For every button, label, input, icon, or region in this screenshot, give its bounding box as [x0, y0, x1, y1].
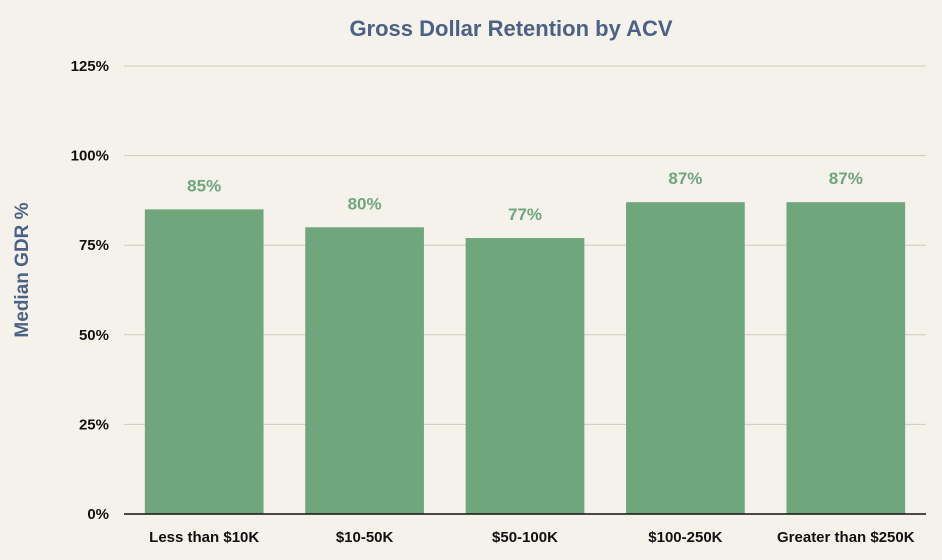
bars [144, 202, 906, 515]
y-tick-label: 50% [79, 327, 109, 344]
x-axis-ticks: Less than $10K $10-50K $50-100K $100-250K Gr… [149, 529, 915, 546]
bar [465, 238, 585, 515]
bar [305, 227, 424, 514]
data-label: 77% [508, 205, 542, 224]
data-label: 80% [348, 194, 382, 213]
y-tick-label: 100% [71, 148, 109, 165]
x-tick-label: $100-250K [648, 529, 722, 546]
y-axis-ticks: 0% 25% 50% 75% 100% 125% [71, 58, 109, 523]
y-axis-title: Median GDR % [12, 202, 33, 337]
y-tick-label: 25% [79, 416, 109, 433]
y-tick-label: 0% [87, 506, 109, 523]
y-tick-label: 75% [79, 237, 109, 254]
x-tick-label: Greater than $250K [777, 529, 915, 546]
y-tick-label: 125% [71, 58, 109, 75]
data-labels: 85% 80% 77% 87% 87% [187, 169, 863, 224]
bar [144, 209, 264, 515]
bar [626, 202, 745, 514]
bar [786, 202, 906, 514]
x-tick-label: $10-50K [336, 529, 394, 546]
data-label: 87% [668, 169, 702, 188]
data-label: 85% [187, 176, 221, 195]
data-label: 87% [829, 169, 863, 188]
chart-title: Gross Dollar Retention by ACV [349, 16, 672, 41]
x-tick-label: $50-100K [492, 529, 558, 546]
x-tick-label: Less than $10K [149, 529, 259, 546]
